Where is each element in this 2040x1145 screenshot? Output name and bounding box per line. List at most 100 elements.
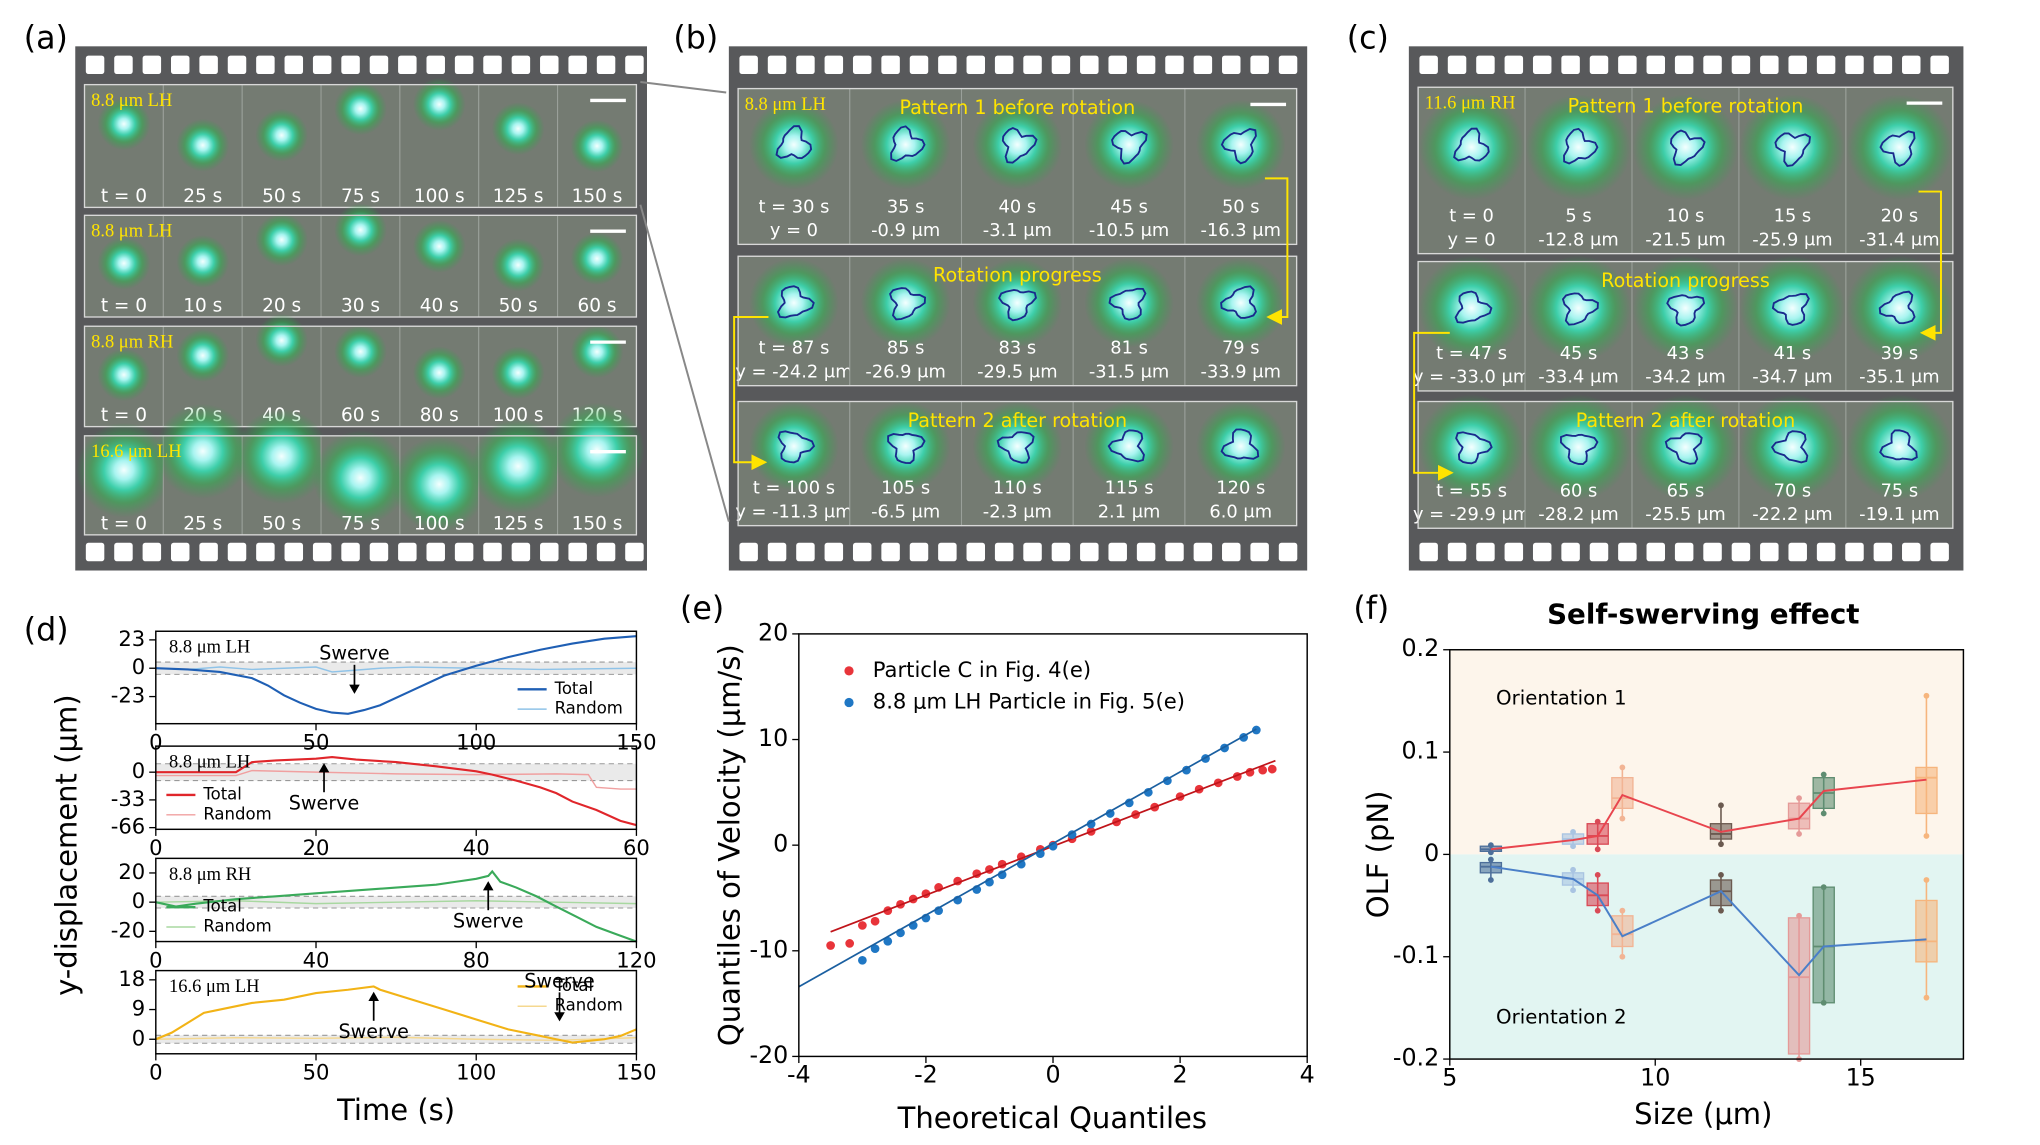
y-tick-label: -23 <box>111 683 145 708</box>
particle-outline <box>1664 432 1703 465</box>
sprocket-hole <box>483 55 502 75</box>
sprocket-hole <box>1108 55 1127 75</box>
extreme-point <box>1594 907 1601 914</box>
sprocket-hole <box>796 542 815 562</box>
particle-outline <box>775 125 813 160</box>
row-border <box>1417 86 1954 255</box>
panel-label: (b) <box>673 21 718 57</box>
sprocket-hole <box>1193 55 1213 75</box>
frame-time: 10 s <box>183 295 222 316</box>
frame-position: -29.5 μm <box>977 361 1057 382</box>
data-line <box>155 985 637 1044</box>
qq-point <box>1258 765 1268 775</box>
connector <box>1264 177 1289 325</box>
frame-time: t = 55 s <box>1436 480 1507 501</box>
particle-outline <box>777 430 816 464</box>
frame-position: -0.9 μm <box>871 220 940 241</box>
sprocket-hole <box>1902 542 1921 562</box>
sprocket-hole <box>312 55 332 75</box>
y-tick-label: -10 <box>749 935 788 963</box>
particle-outline <box>1878 290 1916 325</box>
particle-glow <box>334 203 387 257</box>
legend-label: Random <box>555 996 623 1015</box>
sprocket-hole <box>1193 542 1213 562</box>
sprocket-hole <box>909 542 929 562</box>
data-line <box>155 869 637 943</box>
y-tick-label: 0 <box>1424 839 1439 867</box>
x-axis-label: Size (μm) <box>1634 1097 1772 1131</box>
sprocket-hole <box>909 55 929 75</box>
sprocket-hole <box>938 542 957 562</box>
y-tick-label: 0 <box>132 888 145 913</box>
panel-label: (a) <box>24 21 68 57</box>
plot-frame <box>155 745 638 831</box>
frame-time: 60 s <box>1560 480 1598 501</box>
particle-outline <box>1771 293 1810 326</box>
frame-time: 105 s <box>881 478 930 499</box>
panel-label: (d) <box>24 612 69 648</box>
mean-line <box>1490 778 1927 851</box>
sprocket-hole <box>398 55 417 75</box>
sprocket-hole <box>1845 542 1864 562</box>
extreme-point <box>1718 907 1724 914</box>
extreme-point <box>1619 764 1626 771</box>
particle-outline <box>776 285 815 319</box>
sprocket-hole <box>454 542 474 562</box>
frame-time: t = 0 <box>1449 206 1494 227</box>
particle-glow <box>1195 257 1286 348</box>
sprocket-hole <box>1108 542 1127 562</box>
particle-glow <box>1632 94 1739 200</box>
annotation: Orientation 1 <box>1496 686 1627 709</box>
particle-outline <box>998 288 1037 322</box>
frame-time: 150 s <box>572 186 623 207</box>
sprocket-hole <box>1023 542 1042 562</box>
sprocket-hole <box>199 55 218 75</box>
x-tick-label: -4 <box>787 1061 811 1089</box>
frame-position: -35.1 μm <box>1859 367 1939 388</box>
particle-outline <box>1455 431 1493 465</box>
sprocket-hole <box>170 55 190 75</box>
connector <box>733 316 769 471</box>
frame-time: 80 s <box>420 405 459 426</box>
sprocket-hole <box>1051 55 1071 75</box>
particle-outline <box>1770 430 1809 464</box>
particle-glow <box>1525 94 1632 200</box>
y-tick-label: 9 <box>132 996 145 1021</box>
particle-outline <box>1111 130 1148 165</box>
sprocket-hole <box>511 542 531 562</box>
sprocket-hole <box>1051 542 1071 562</box>
sprocket-hole <box>1165 55 1184 75</box>
frame-time: 75 s <box>341 186 380 207</box>
sprocket-hole <box>1618 542 1637 562</box>
particle-glow <box>491 238 545 292</box>
swerve-arrowhead <box>368 991 379 1001</box>
extreme-point <box>1923 994 1930 1001</box>
sprocket-hole <box>1476 542 1495 562</box>
sprocket-hole <box>1504 55 1524 75</box>
sprocket-hole <box>256 542 275 562</box>
sprocket-hole <box>227 55 247 75</box>
sprocket-hole <box>1930 542 1949 562</box>
sprocket-hole <box>1532 55 1552 75</box>
sprocket-hole <box>1902 55 1921 75</box>
particle-glow <box>1739 394 1846 500</box>
extreme-point <box>1570 887 1576 894</box>
frame-time: 100 s <box>414 186 465 207</box>
frame-position: -31.4 μm <box>1859 229 1939 250</box>
sprocket-hole <box>938 55 957 75</box>
particle-outline <box>1560 433 1599 466</box>
sprocket-hole <box>256 55 275 75</box>
extreme-point <box>1718 871 1724 878</box>
sprocket-hole <box>1136 55 1156 75</box>
frame-time: 60 s <box>341 405 380 426</box>
x-axis-label: Time (s) <box>336 1093 455 1127</box>
plot-frame <box>155 969 638 1055</box>
sprocket-hole <box>568 542 587 562</box>
x-tick-label: 60 <box>623 835 650 860</box>
particle-outline <box>1666 294 1706 327</box>
legend-label: Total <box>554 679 594 698</box>
legend-label: 8.8 μm LH Particle in Fig. 5(e) <box>873 689 1185 714</box>
sprocket-hole <box>142 55 162 75</box>
extreme-point <box>1619 953 1626 960</box>
particle-glow <box>570 232 624 285</box>
